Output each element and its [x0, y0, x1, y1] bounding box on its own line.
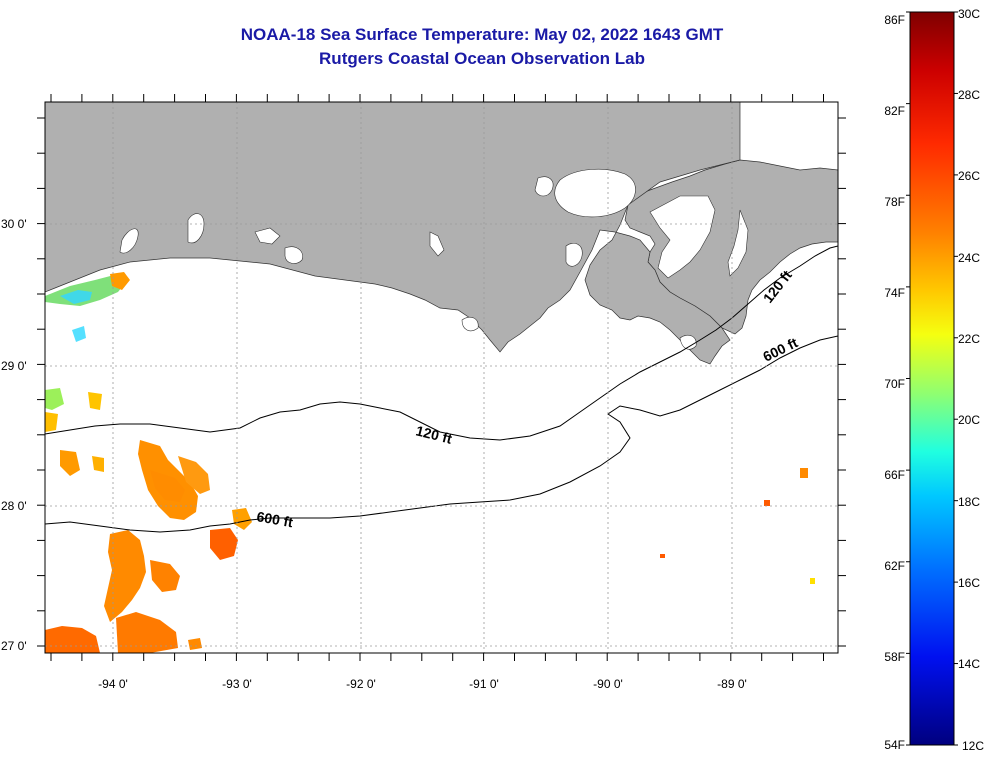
lat-label: 28 0': [1, 499, 27, 513]
scale-label-c: 26C: [958, 169, 980, 183]
scale-label-f: 70F: [884, 377, 905, 391]
map-subtitle: Rutgers Coastal Ocean Observation Lab: [319, 49, 645, 68]
scale-label-c: 20C: [958, 413, 980, 427]
lat-label: 30 0': [1, 217, 27, 231]
lon-label: -90 0': [593, 677, 623, 691]
lat-label: 27 0': [1, 639, 27, 653]
lon-label: -89 0': [717, 677, 747, 691]
scale-label-f: 78F: [884, 195, 905, 209]
axis-ticks: [37, 94, 846, 661]
scale-label-c: 30C: [958, 7, 980, 21]
graticule: [45, 102, 838, 653]
lon-label: -91 0': [469, 677, 499, 691]
scale-label-f: 54F: [884, 738, 905, 752]
scale-label-c: 28C: [958, 88, 980, 102]
land-mass-west: [45, 102, 741, 365]
sst-patches: [45, 272, 815, 653]
scale-label-f: 58F: [884, 650, 905, 664]
map-title: NOAA-18 Sea Surface Temperature: May 02,…: [240, 25, 724, 44]
inland-lakes: [119, 168, 749, 350]
scale-label-c: 16C: [958, 576, 980, 590]
scale-label-c: 12C: [962, 739, 984, 753]
scale-label-f: 62F: [884, 559, 905, 573]
scale-label-f: 74F: [884, 286, 905, 300]
scale-label-c: 24C: [958, 251, 980, 265]
lat-label: 29 0': [1, 359, 27, 373]
scale-label-c: 22C: [958, 332, 980, 346]
color-scale-bar: [909, 11, 955, 746]
scale-label-f: 86F: [884, 13, 905, 27]
color-scale: 86F 82F 78F 74F 70F 66F 62F 58F 54F 30C …: [884, 7, 984, 753]
scale-label-f: 66F: [884, 468, 905, 482]
contour-label-600-west: 600 ft: [255, 508, 294, 530]
color-scale-ticks: [906, 11, 958, 746]
bathymetry-contours: [45, 245, 838, 533]
lon-label: -94 0': [98, 677, 128, 691]
map-area: 120 ft 120 ft 600 ft 600 ft -94 0' -93 0…: [1, 94, 846, 691]
scale-label-f: 82F: [884, 104, 905, 118]
scale-label-c: 18C: [958, 495, 980, 509]
lon-label: -93 0': [222, 677, 252, 691]
lon-label: -92 0': [346, 677, 376, 691]
scale-label-c: 14C: [958, 657, 980, 671]
